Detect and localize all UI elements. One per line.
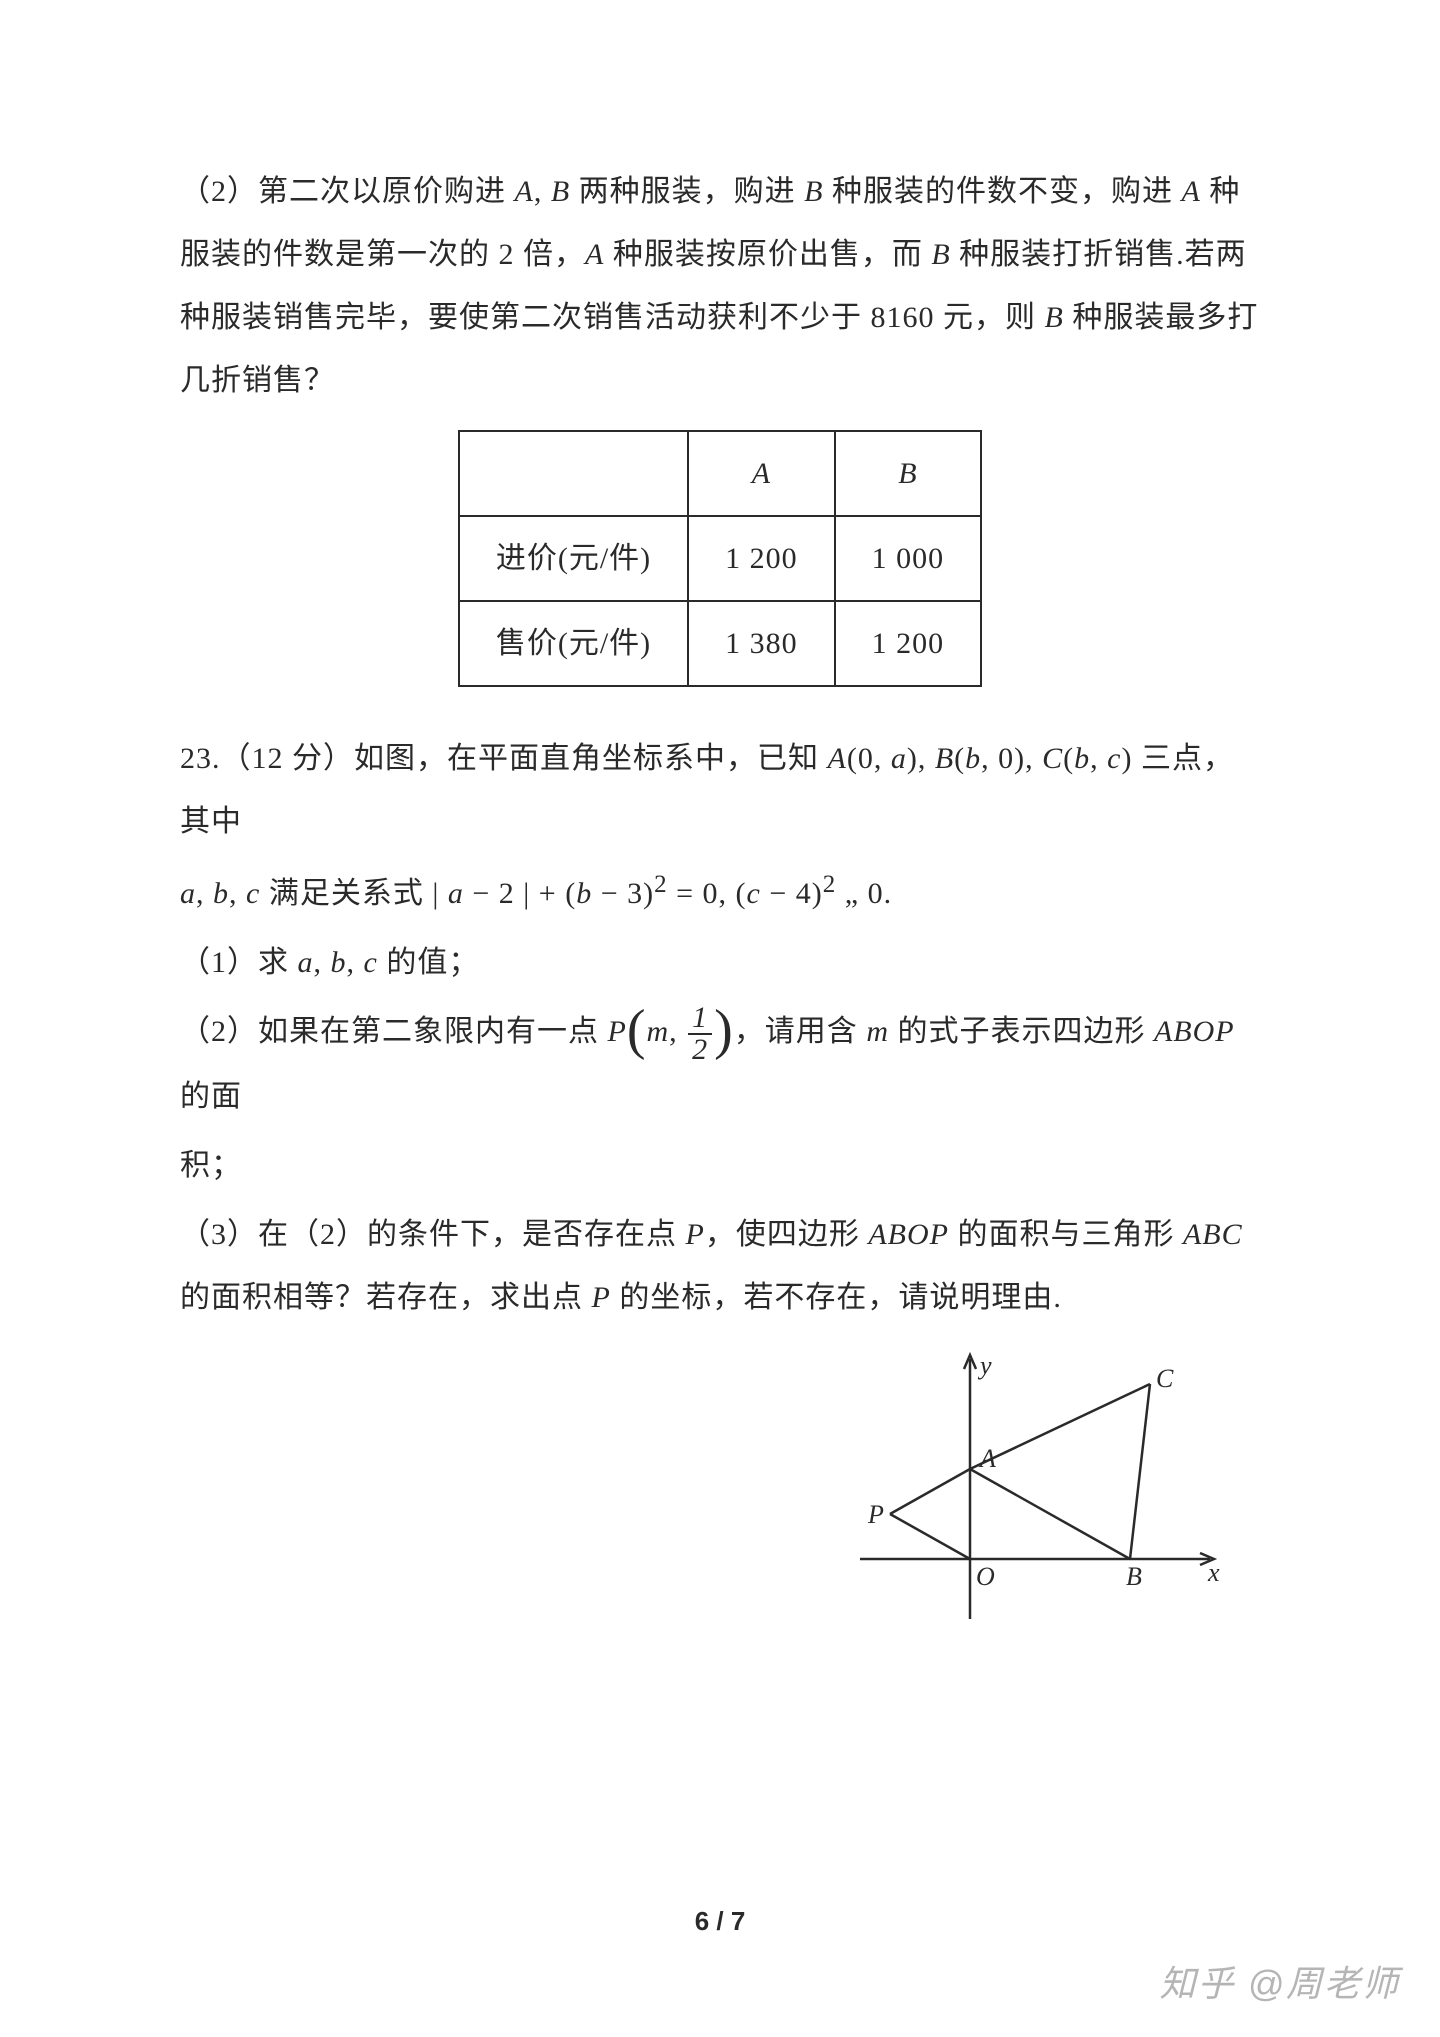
point-m: m [646,1015,669,1048]
table-header-row: A B [459,431,981,516]
table-row: 售价(元/件) 1 380 1 200 [459,601,981,686]
point-label-b: B [1126,1562,1143,1591]
table-cell: 1 200 [688,516,835,601]
q23-part3: （3）在（2）的条件下，是否存在点 P，使四边形 ABOP 的面积与三角形 AB… [180,1203,1260,1329]
table-cell: 1 380 [688,601,835,686]
q23-coordinate-figure: y x O A B C P [850,1339,1230,1639]
table-header-b: B [835,431,982,516]
q23-heading: 23.（12 分）如图，在平面直角坐标系中，已知 A(0, a), B(b, 0… [180,727,1260,853]
q22-price-table: A B 进价(元/件) 1 200 1 000 售价(元/件) 1 380 1 … [458,430,982,687]
point-label-c: C [1156,1364,1174,1393]
table-header-blank [459,431,688,516]
page-content: （2）第二次以原价购进 A, B 两种服装，购进 B 种服装的件数不变，购进 A… [180,160,1260,1639]
point-label-a: A [978,1444,997,1473]
table-row: 进价(元/件) 1 200 1 000 [459,516,981,601]
q23-part2-tail: 积； [180,1134,1260,1197]
q22-part2-text: （2）第二次以原价购进 A, B 两种服装，购进 B 种服装的件数不变，购进 A… [180,160,1260,412]
table-cell: 进价(元/件) [459,516,688,601]
table-cell: 1 000 [835,516,982,601]
table-header-a: A [688,431,835,516]
page-number: 6 / 7 [0,1906,1440,1937]
q23-condition: a, b, c 满足关系式 | a − 2 | + (b − 3)2 = 0, … [180,859,1260,925]
frac-den: 2 [688,1035,712,1065]
frac-num: 1 [688,1003,712,1035]
q23-figure-wrapper: y x O A B C P [180,1339,1260,1639]
watermark-text: 知乎 @周老师 [1159,1955,1400,2007]
table-cell: 1 200 [835,601,982,686]
point-label-p: P [867,1500,885,1529]
q23-part1: （1）求 a, b, c 的值； [180,931,1260,994]
table-cell: 售价(元/件) [459,601,688,686]
q23-part2: （2）如果在第二象限内有一点 P(m, 12)，请用含 m 的式子表示四边形 A… [180,1000,1260,1128]
document-page: （2）第二次以原价购进 A, B 两种服装，购进 B 种服装的件数不变，购进 A… [0,0,1440,2037]
axis-label-x: x [1207,1558,1221,1587]
point-label-o: O [976,1562,996,1591]
axis-label-y: y [977,1351,993,1380]
